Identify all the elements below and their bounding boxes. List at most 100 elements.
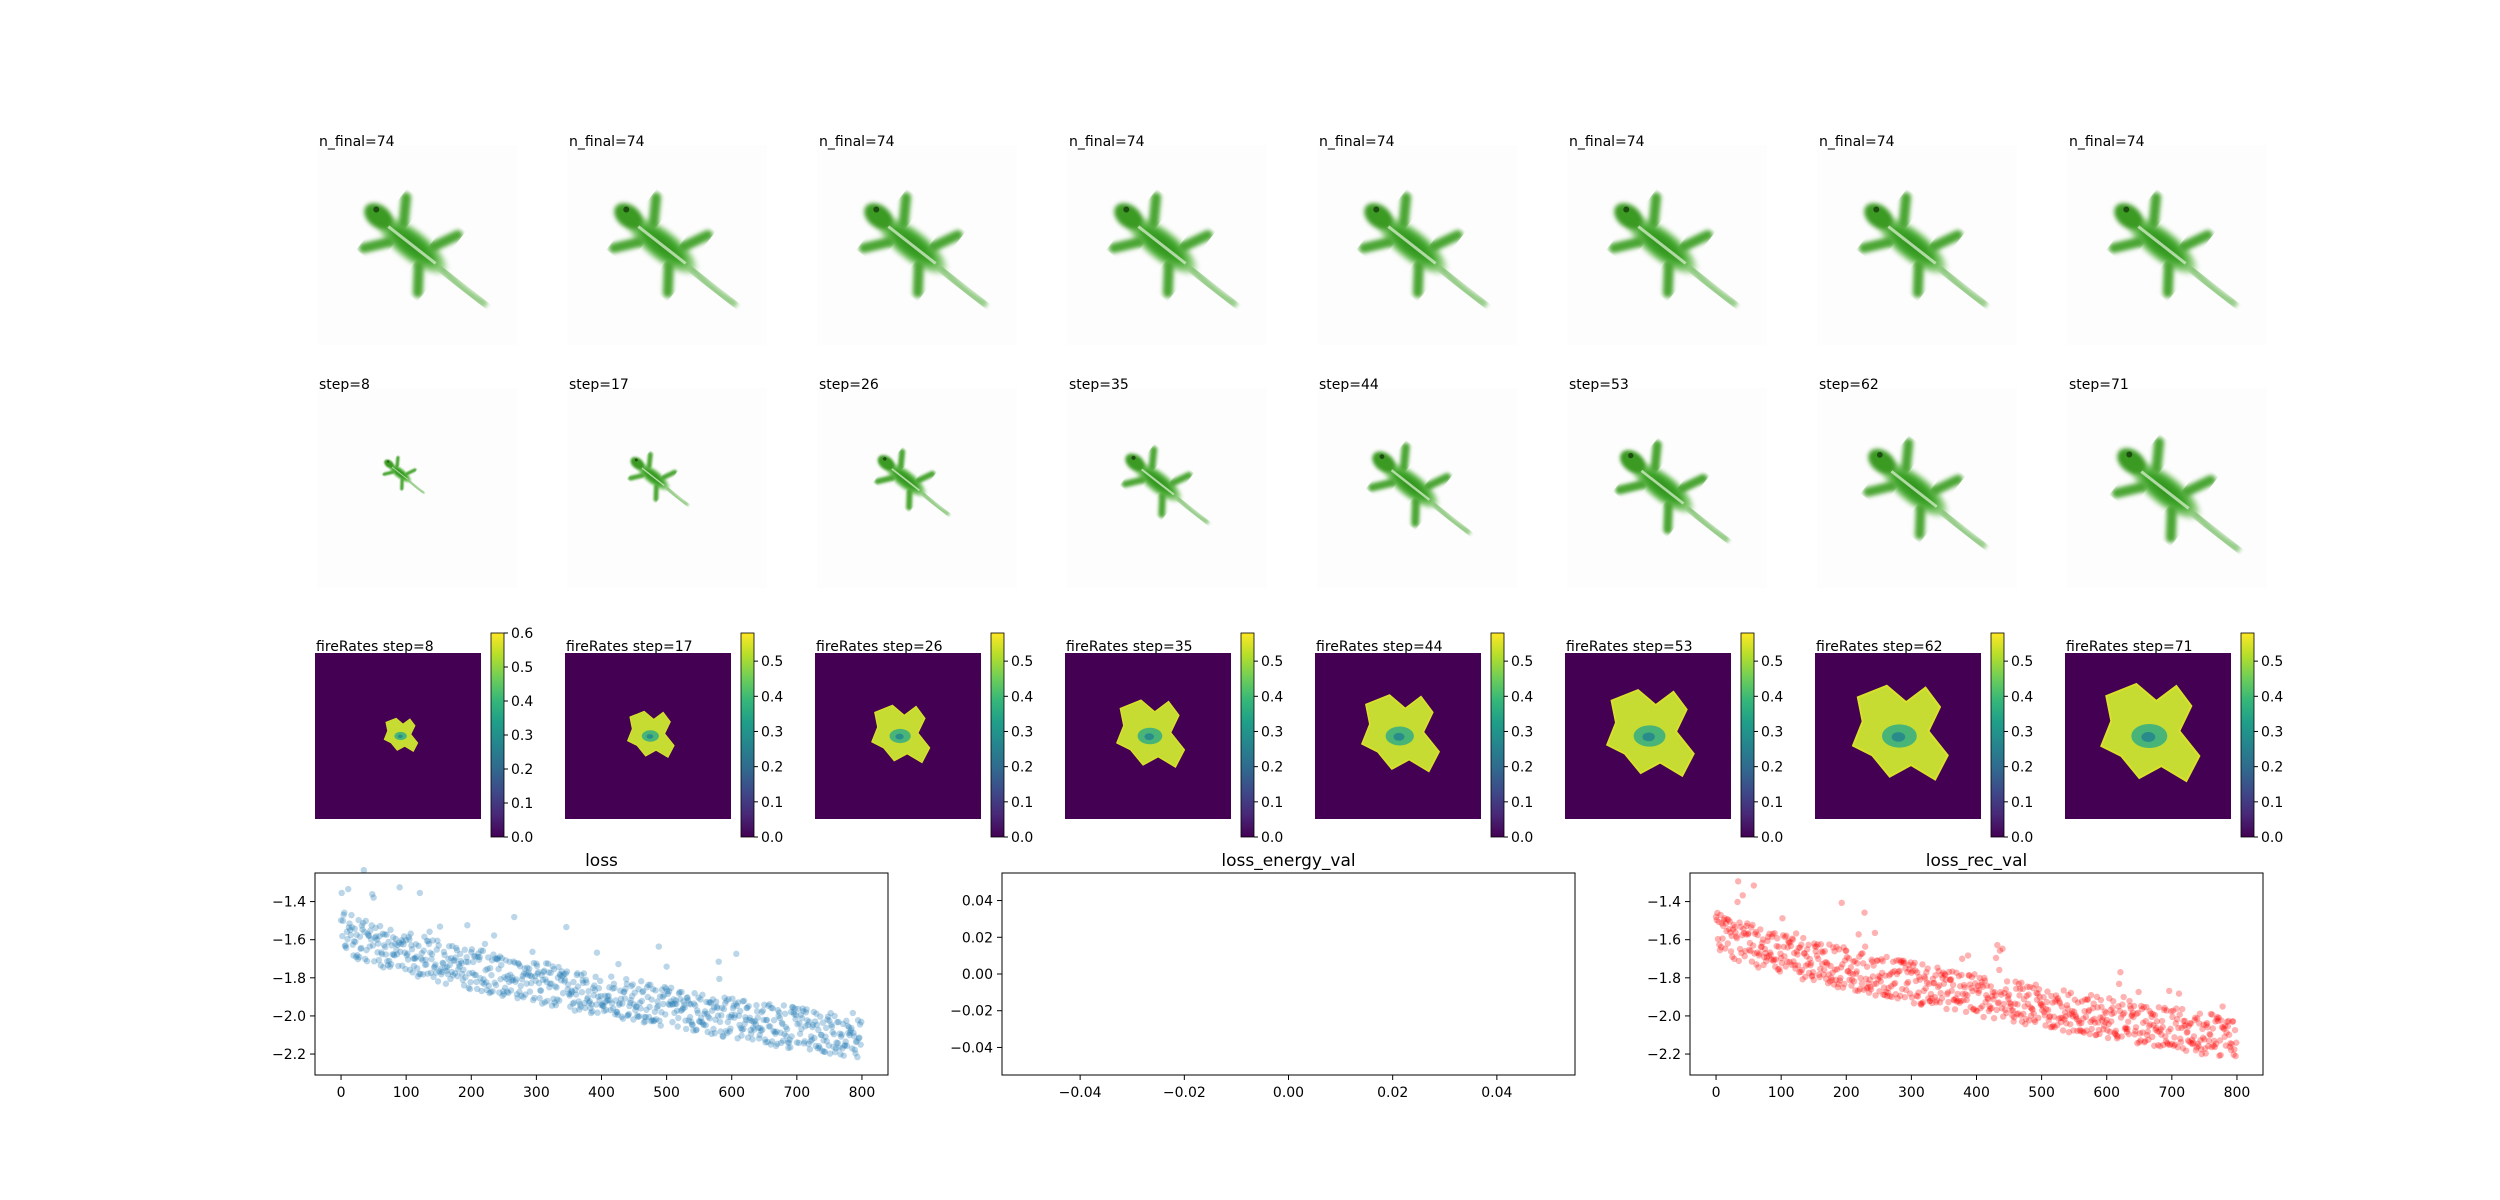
data-point: [1841, 957, 1849, 964]
data-point: [1805, 941, 1812, 949]
data-point: [1859, 950, 1866, 957]
data-point: [350, 938, 358, 945]
y-tick-label: 0.00: [962, 967, 993, 983]
data-point: [2186, 1038, 2193, 1045]
data-point: [348, 911, 355, 919]
data-point: [382, 951, 390, 958]
data-point: [1856, 986, 1864, 993]
data-point: [1827, 962, 1834, 970]
lizard-spine-highlight: [1640, 469, 1685, 505]
data-point: [2194, 1015, 2201, 1022]
data-point: [417, 970, 424, 978]
data-point: [722, 1027, 730, 1035]
data-point: [1727, 929, 1734, 936]
data-point: [698, 1018, 705, 1026]
data-point: [552, 983, 559, 990]
data-point: [2097, 996, 2105, 1004]
data-point: [586, 998, 593, 1005]
data-point: [458, 960, 465, 967]
data-point: [477, 974, 484, 982]
data-point: [791, 1005, 799, 1012]
data-point: [341, 943, 349, 950]
data-point: [1830, 981, 1838, 988]
data-point: [1931, 993, 1939, 1001]
data-point: [729, 1004, 737, 1012]
colorbar: [1740, 632, 1755, 838]
data-point: [538, 971, 545, 979]
data-point: [755, 1035, 763, 1042]
data-point: [776, 1009, 783, 1016]
data-point: [2136, 1030, 2144, 1037]
data-point: [1898, 957, 1905, 965]
colorbar: [1490, 632, 1505, 838]
data-point: [2157, 1026, 2164, 1033]
data-point: [1850, 958, 1857, 965]
data-point: [2052, 998, 2059, 1005]
x-tick-label: 400: [588, 1085, 615, 1101]
data-point: [1933, 997, 1940, 1004]
data-point: [814, 1045, 821, 1052]
data-point: [705, 1013, 712, 1020]
chart-title: loss: [585, 851, 618, 871]
data-point: [2065, 1029, 2073, 1036]
data-point: [2182, 1047, 2190, 1054]
data-point: [1914, 993, 1922, 1000]
data-point: [2181, 1017, 2189, 1025]
heatmap-title: fireRates step=71: [2066, 639, 2193, 655]
data-point: [2020, 1010, 2027, 1018]
data-point: [1723, 927, 1730, 935]
data-point: [1779, 932, 1787, 939]
lizard-tail: [1689, 265, 1738, 308]
lizard-leg: [1930, 474, 1963, 496]
colorbar-tick-label: 0.5: [2261, 654, 2283, 670]
lizard-leg: [898, 192, 912, 229]
lizard-sprite: [358, 192, 488, 308]
data-point: [2139, 1019, 2147, 1026]
data-point: [1770, 957, 1777, 964]
data-point: [2030, 1010, 2038, 1017]
data-point: [1756, 950, 1763, 957]
panel-title: n_final=74: [319, 134, 395, 150]
data-point: [1783, 958, 1791, 965]
data-point: [434, 978, 442, 985]
data-point: [2154, 1028, 2161, 1035]
data-point: [852, 1050, 859, 1057]
data-point: [2133, 1010, 2140, 1018]
data-point: [1720, 922, 1727, 930]
data-point: [585, 988, 592, 995]
data-point: [796, 1030, 804, 1037]
data-point: [847, 1027, 855, 1034]
data-point: [1945, 998, 1952, 1006]
data-point: [2153, 1024, 2160, 1032]
data-point: [637, 1005, 644, 1012]
data-point: [723, 997, 730, 1004]
data-point: [1773, 942, 1780, 950]
data-point: [436, 923, 444, 930]
data-point: [387, 926, 394, 934]
data-point: [1723, 916, 1731, 923]
data-point: [511, 959, 519, 966]
data-point: [772, 1042, 780, 1050]
data-point: [550, 966, 558, 973]
data-point: [1966, 972, 1973, 979]
data-point: [1769, 930, 1776, 938]
data-point: [358, 922, 366, 929]
data-point: [1831, 947, 1838, 955]
data-point: [2093, 993, 2101, 1001]
x-tick-label: 300: [1898, 1085, 1925, 1101]
data-point: [782, 1023, 789, 1031]
data-point: [1899, 959, 1907, 967]
data-point: [1973, 1007, 1981, 1015]
data-point: [2158, 1031, 2165, 1038]
x-tick-label: 200: [1833, 1085, 1860, 1101]
colorbar-tick-label: 0.3: [2011, 724, 2033, 740]
data-point: [843, 1042, 851, 1050]
x-tick-label: 500: [2028, 1085, 2055, 1101]
data-point: [701, 1008, 709, 1015]
data-point: [1749, 942, 1757, 949]
data-point: [507, 987, 515, 994]
data-point: [2064, 1005, 2071, 1012]
data-point: [1818, 948, 1825, 955]
y-tick-label: −0.04: [950, 1040, 993, 1056]
data-point: [1766, 930, 1773, 938]
